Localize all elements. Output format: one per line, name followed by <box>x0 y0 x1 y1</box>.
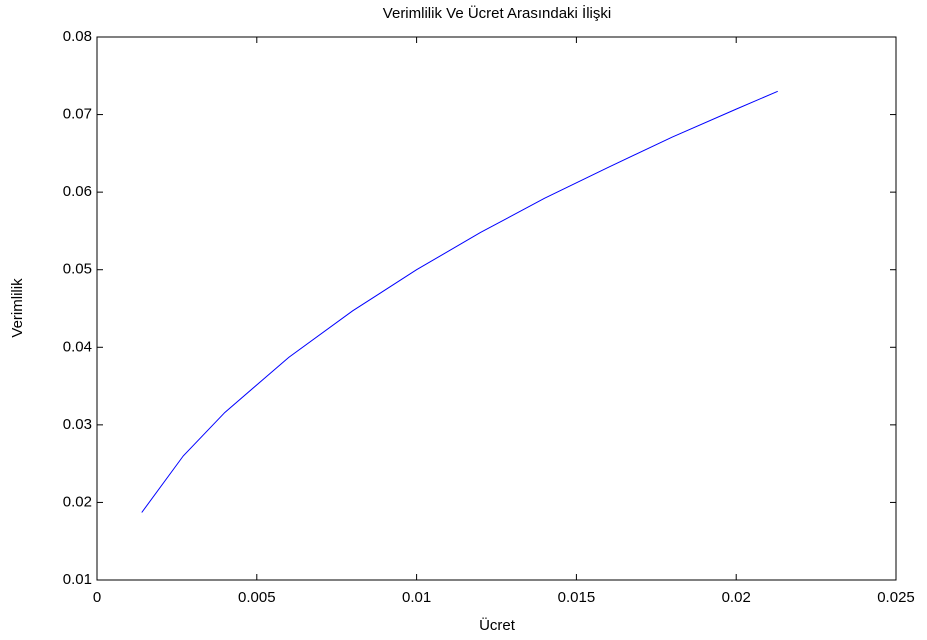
x-tick-label: 0.02 <box>722 589 751 606</box>
y-tick-label: 0.04 <box>63 338 92 355</box>
y-tick-label: 0.01 <box>63 571 92 588</box>
y-tick-label: 0.06 <box>63 183 92 200</box>
plot-frame <box>96 36 897 581</box>
y-tick-label: 0.05 <box>63 261 92 278</box>
x-tick-label: 0 <box>93 589 101 606</box>
x-tick-label: 0.025 <box>877 589 915 606</box>
y-tick-label: 0.07 <box>63 106 92 123</box>
x-axis-label: Ücret <box>479 616 516 634</box>
chart-title: Verimlilik Ve Ücret Arasındaki İlişki <box>383 4 611 22</box>
y-axis-label: Verimlilik <box>9 278 26 338</box>
y-tick-label: 0.02 <box>63 493 92 510</box>
y-tick-label: 0.03 <box>63 416 92 433</box>
x-tick-label: 0.015 <box>558 589 596 606</box>
x-tick-label: 0.005 <box>238 589 276 606</box>
line <box>141 90 778 513</box>
y-tick-label: 0.08 <box>63 28 92 45</box>
x-tick-label: 0.01 <box>402 589 431 606</box>
